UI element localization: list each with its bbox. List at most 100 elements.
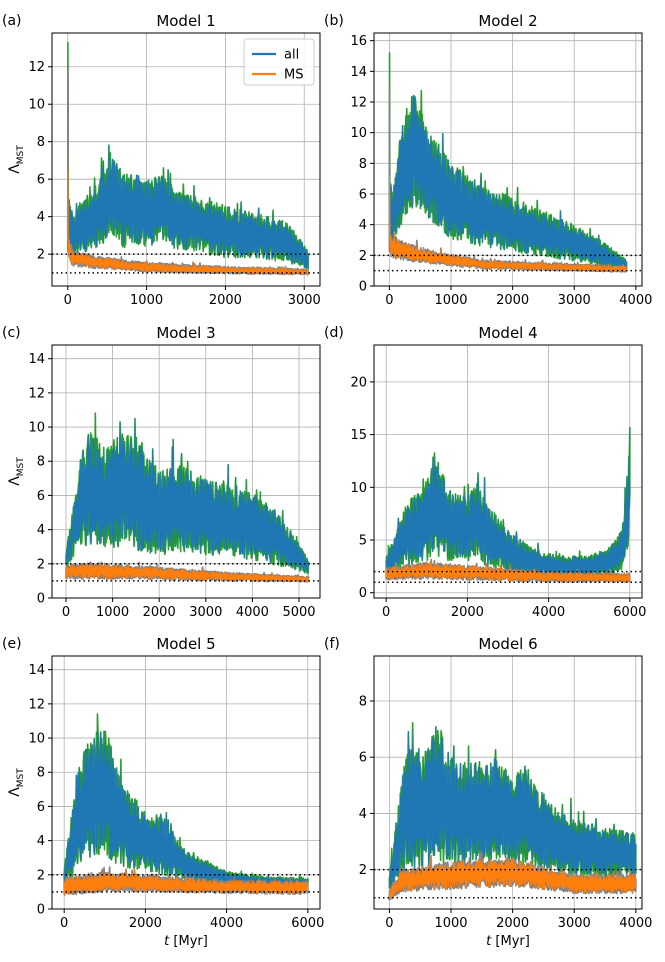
series-all-line — [63, 729, 309, 888]
x-tick-label: 2000 — [451, 605, 484, 620]
y-tick-label: 2 — [37, 248, 45, 263]
series-all-line — [388, 95, 628, 269]
x-tick-label: 6000 — [291, 916, 324, 931]
panel-2: 0 1000 2000 3000 4000 0 2 4 6 8 10 12 14 16 Model 2 (b) — [324, 12, 652, 308]
y-tick-label: 14 — [28, 663, 45, 678]
y-tick-label: 4 — [359, 807, 367, 822]
panel-title: Model 2 — [478, 12, 537, 30]
legend-label-all: all — [284, 48, 299, 63]
y-tick-label: 10 — [28, 421, 45, 436]
panel-6: 0 1000 2000 3000 4000 2 4 6 8 Model 6 (f) t [Myr] — [324, 635, 652, 949]
y-tick-label: 12 — [28, 697, 45, 712]
y-tick-label: 4 — [37, 834, 45, 849]
axes-frame — [51, 32, 321, 287]
axes-frame — [373, 344, 643, 599]
y-tick-label: 2 — [37, 868, 45, 883]
series-all-line — [388, 726, 637, 890]
y-tick-label: 10 — [350, 481, 367, 496]
series-ms-line — [385, 559, 631, 583]
x-tick-label: 2000 — [129, 916, 162, 931]
x-tick-label: 1000 — [434, 293, 467, 308]
y-tick-label: 5 — [359, 534, 367, 549]
panel-title: Model 6 — [478, 635, 537, 653]
plot-data — [385, 426, 631, 583]
plot-data — [388, 721, 637, 901]
x-tick-label: 2000 — [209, 293, 242, 308]
series-all-line — [67, 145, 309, 269]
series-all-band — [64, 715, 308, 887]
panel-title: Model 5 — [156, 635, 215, 653]
y-tick-label: 6 — [359, 751, 367, 766]
y-tick-label: 8 — [37, 766, 45, 781]
y-tick-label: 10 — [28, 98, 45, 113]
y-axis-label: ΛMST — [7, 145, 26, 174]
x-tick-label: 1000 — [96, 605, 129, 620]
y-tick-label: 2 — [359, 863, 367, 878]
panel-label: (c) — [2, 325, 21, 341]
x-tick-label: 2000 — [496, 916, 529, 931]
y-tick-label: 8 — [37, 135, 45, 150]
y-tick-label: 0 — [37, 903, 45, 918]
x-tick-label: 0 — [64, 293, 72, 308]
panel-3: 0 1000 2000 3000 4000 5000 0 2 4 6 8 10 12 14 Model 3 (… — [2, 324, 321, 620]
x-axis-label: t [Myr] — [486, 934, 530, 949]
y-tick-label: 12 — [28, 386, 45, 401]
series-ms-line — [65, 562, 309, 582]
y-tick-label: 14 — [350, 65, 367, 80]
y-tick-label: 6 — [37, 489, 45, 504]
legend: all MS — [243, 38, 315, 86]
legend-box — [243, 38, 315, 86]
y-tick-label: 6 — [37, 800, 45, 815]
panel-label: (e) — [2, 636, 22, 652]
panel-1: 0 1000 2000 3000 2 4 6 8 10 12 Model 1 (a) ΛMST all MS — [2, 12, 321, 308]
panel-title: Model 3 — [156, 324, 215, 342]
y-tick-label: 0 — [359, 586, 367, 601]
series-all-line — [65, 418, 309, 574]
x-tick-label: 3000 — [189, 605, 222, 620]
series-all-line — [385, 427, 631, 577]
x-tick-label: 5000 — [282, 605, 315, 620]
y-tick-label: 6 — [37, 173, 45, 188]
x-tick-label: 4000 — [236, 605, 269, 620]
series-ms-line — [388, 855, 637, 899]
plot-data — [388, 52, 628, 273]
y-tick-label: 0 — [359, 280, 367, 295]
panel-label: (b) — [324, 13, 344, 29]
x-tick-label: 4000 — [532, 605, 565, 620]
x-tick-label: 3000 — [558, 293, 591, 308]
y-tick-label: 4 — [359, 218, 367, 233]
y-tick-label: 15 — [350, 428, 367, 443]
y-tick-label: 4 — [37, 523, 45, 538]
plot-data — [63, 713, 309, 896]
x-tick-label: 3000 — [288, 293, 321, 308]
x-tick-label: 1000 — [130, 293, 163, 308]
x-tick-label: 4000 — [619, 916, 652, 931]
axes-frame — [373, 655, 643, 910]
axes-frame — [373, 32, 643, 287]
panel-title: Model 1 — [156, 12, 215, 30]
legend-label-ms: MS — [284, 68, 303, 83]
y-tick-label: 4 — [37, 210, 45, 225]
x-tick-label: 2000 — [496, 293, 529, 308]
y-tick-label: 16 — [350, 34, 367, 49]
x-tick-label: 0 — [62, 605, 70, 620]
x-tick-label: 0 — [385, 916, 393, 931]
panel-4: 0 2000 4000 6000 0 5 10 15 20 Model 4 (d) — [324, 324, 646, 620]
series-ms-line — [388, 175, 628, 272]
y-tick-label: 14 — [28, 352, 45, 367]
axes-frame — [51, 655, 321, 910]
x-tick-label: 0 — [382, 605, 390, 620]
panel-title: Model 4 — [478, 324, 537, 342]
panel-label: (a) — [2, 13, 22, 29]
x-tick-label: 0 — [385, 293, 393, 308]
plot-data — [66, 41, 309, 276]
y-tick-label: 8 — [359, 157, 367, 172]
y-tick-label: 6 — [359, 188, 367, 203]
y-tick-label: 20 — [350, 375, 367, 390]
y-tick-label: 10 — [350, 126, 367, 141]
y-tick-label: 2 — [359, 249, 367, 264]
plot-data — [65, 412, 310, 583]
y-tick-label: 12 — [28, 60, 45, 75]
x-axis-label: t [Myr] — [164, 934, 208, 949]
